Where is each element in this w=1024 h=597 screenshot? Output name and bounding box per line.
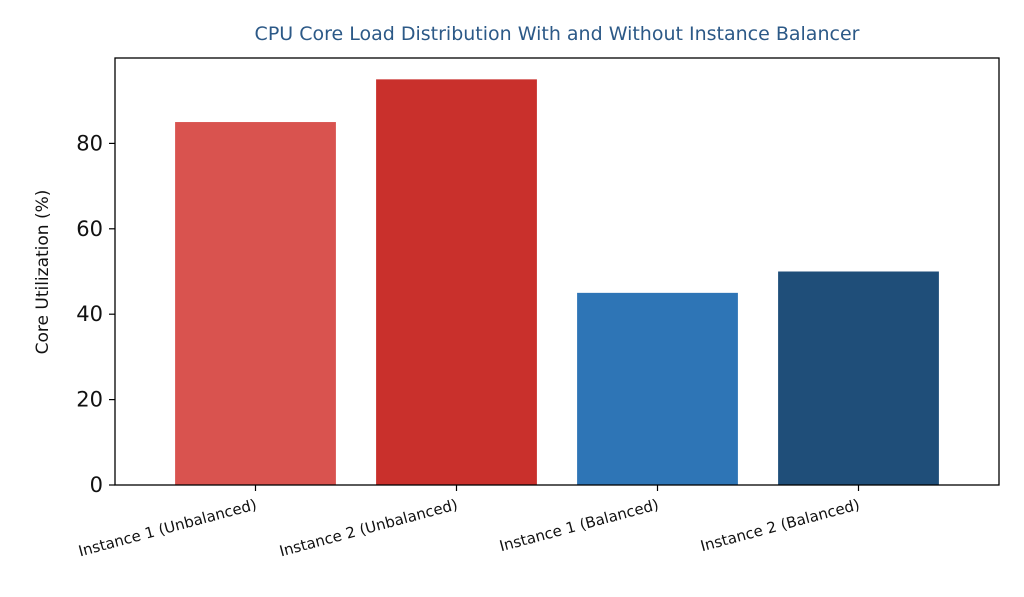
- y-tick-label-60: 60: [76, 217, 103, 241]
- x-tick-label-1: Instance 1 (Unbalanced): [76, 495, 258, 560]
- bars-layer: [175, 79, 939, 486]
- bar-3: [577, 292, 738, 485]
- bar-1: [175, 122, 336, 486]
- y-axis-label: Core Utilization (%): [33, 190, 53, 355]
- y-tick-label-0: 0: [90, 473, 103, 497]
- bar-2: [376, 79, 537, 485]
- plot-frame: [114, 57, 1000, 486]
- y-tick-label-40: 40: [76, 302, 103, 326]
- x-tick-label-4: Instance 2 (Balanced): [699, 495, 862, 555]
- bar-4: [778, 271, 939, 485]
- x-tick-label-3: Instance 1 (Balanced): [498, 495, 661, 555]
- chart-title: CPU Core Load Distribution With and With…: [255, 23, 860, 45]
- y-tick-label-20: 20: [76, 388, 103, 412]
- x-tick-label-2: Instance 2 (Unbalanced): [277, 495, 459, 560]
- y-tick-label-80: 80: [76, 131, 103, 155]
